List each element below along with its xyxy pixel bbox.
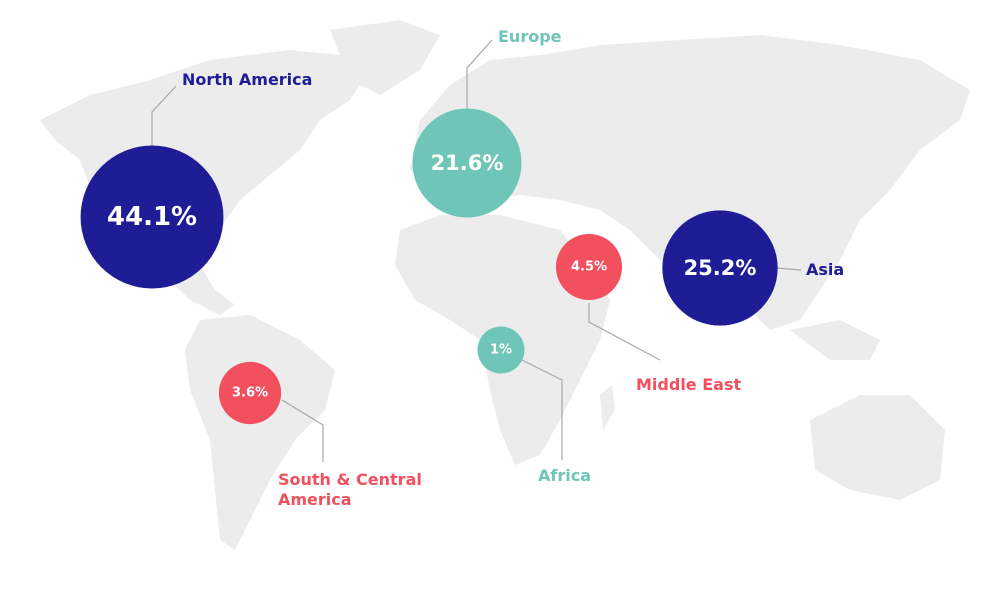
leader-line — [588, 303, 661, 361]
bubble — [555, 233, 623, 301]
leader-lines — [151, 39, 802, 462]
value-label: 21.6% — [430, 151, 504, 175]
value-label: 25.2% — [683, 256, 757, 280]
bubble — [80, 145, 224, 289]
leader-line — [775, 267, 802, 271]
southeast-asia — [790, 320, 880, 360]
region-label: Middle East — [636, 375, 742, 394]
region-label: Africa — [538, 466, 591, 485]
leader-line — [151, 85, 177, 147]
leader-line — [521, 359, 563, 460]
australia — [810, 395, 945, 500]
region-label: Europe — [498, 27, 562, 46]
bubble — [412, 108, 522, 218]
region-label: North America — [182, 70, 313, 89]
bubble — [218, 361, 282, 425]
value-label: 4.5% — [570, 259, 608, 275]
value-label: 1% — [489, 342, 513, 358]
bubbles — [80, 108, 778, 425]
bubble — [477, 326, 525, 374]
value-label: 44.1% — [106, 202, 198, 232]
bubble — [662, 210, 778, 326]
south-america — [185, 315, 335, 550]
region-label: Asia — [806, 260, 845, 279]
leader-line — [281, 399, 324, 462]
greenland — [330, 20, 440, 95]
world-map — [40, 20, 970, 550]
madagascar — [600, 385, 615, 430]
value-label: 3.6% — [231, 385, 269, 401]
eurasia — [410, 35, 970, 330]
leader-line — [466, 39, 493, 111]
region-label: South & Central America — [278, 470, 422, 509]
